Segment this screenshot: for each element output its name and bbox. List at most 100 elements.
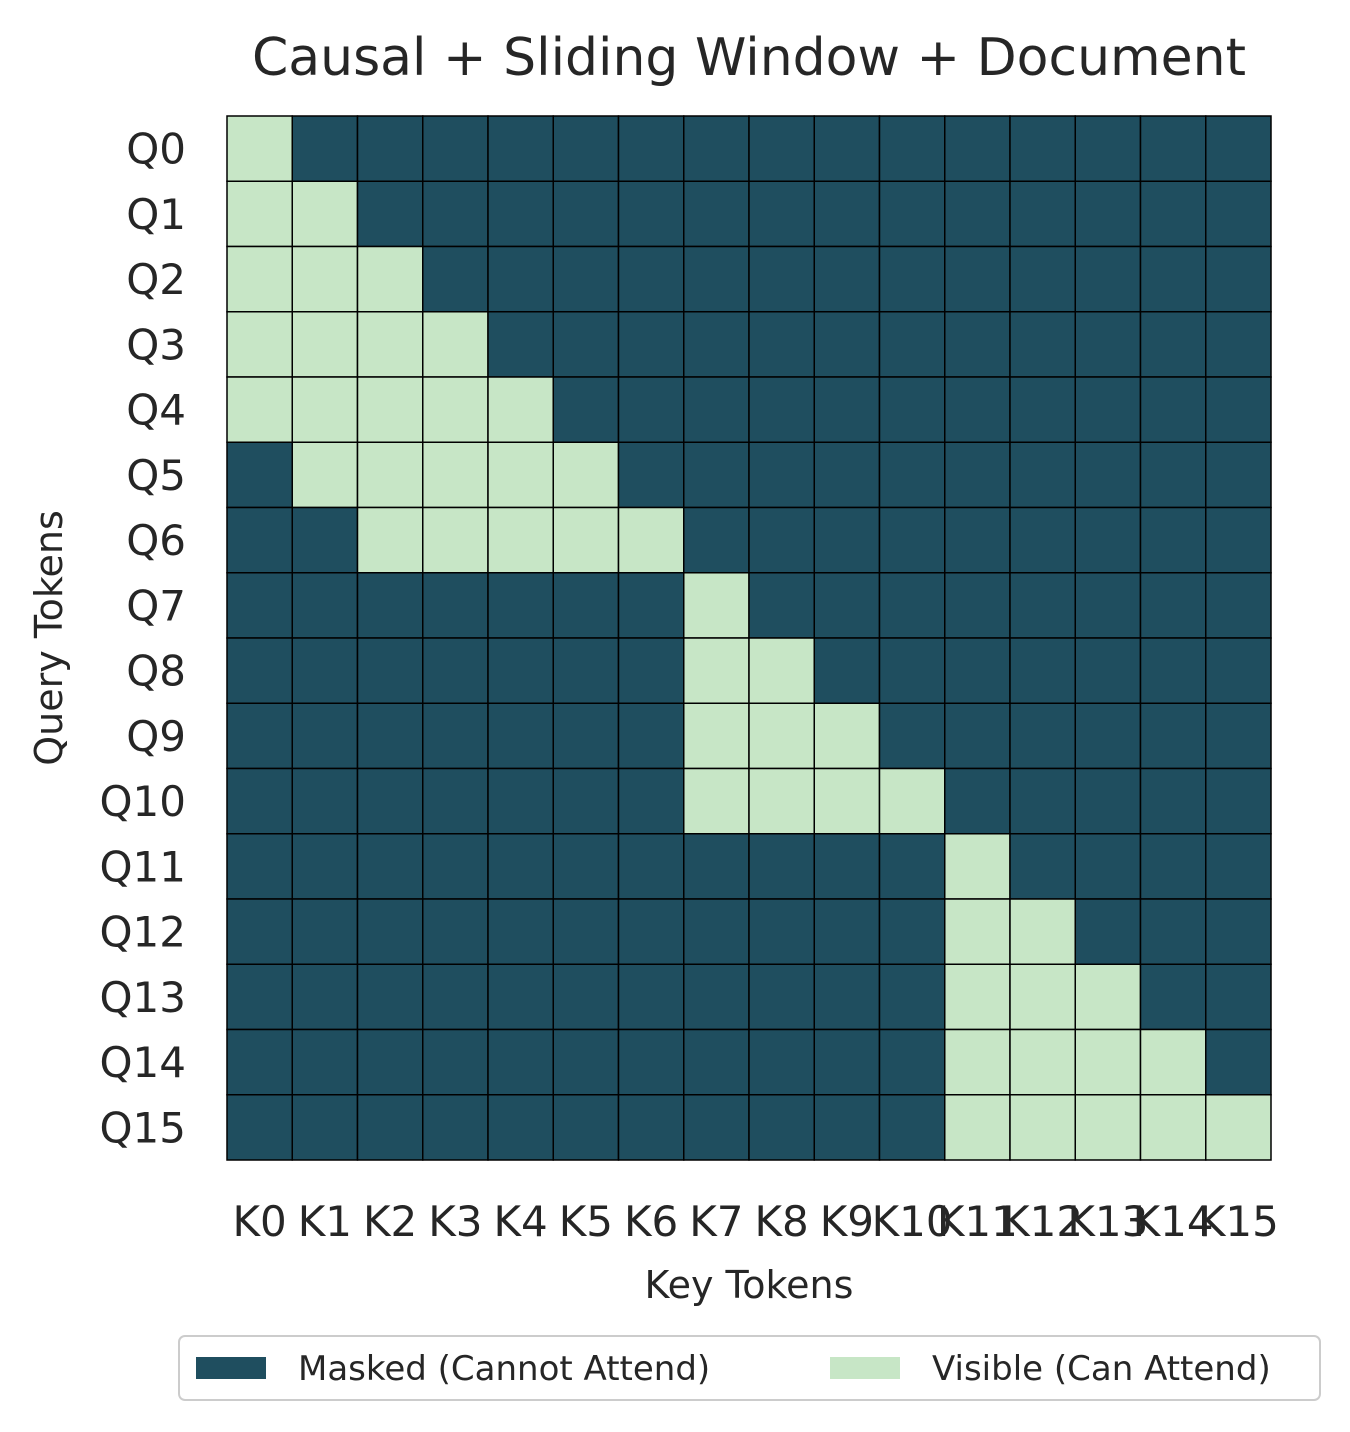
heatmap-cell-Q15-K8 [748, 1094, 815, 1161]
heatmap-cell-Q6-K11 [944, 506, 1011, 574]
heatmap-cell-Q4-K11 [944, 376, 1011, 443]
heatmap-cell-Q7-K11 [944, 572, 1011, 639]
x-tick-label: K6 [624, 1197, 678, 1246]
heatmap-cell-Q7-K15 [1205, 572, 1272, 639]
y-tick-label: Q7 [126, 581, 186, 630]
heatmap-cell-Q14-K13 [1074, 1028, 1142, 1096]
y-tick-label: Q9 [126, 712, 186, 761]
heatmap-cell-Q14-K6 [617, 1028, 685, 1096]
heatmap-cell-Q2-K13 [1074, 245, 1142, 313]
heatmap-cell-Q3-K15 [1205, 311, 1272, 378]
x-tick-label: K11 [937, 1197, 1018, 1246]
heatmap-cell-Q11-K10 [878, 833, 946, 900]
heatmap-cell-Q5-K3 [422, 441, 489, 509]
heatmap-cell-Q7-K9 [813, 572, 881, 639]
heatmap-cell-Q13-K3 [422, 963, 489, 1031]
heatmap-cell-Q7-K4 [487, 572, 554, 639]
x-tick-label: K9 [820, 1197, 874, 1246]
legend-label-visible: Visible (Can Attend) [932, 1349, 1271, 1389]
heatmap-cell-Q11-K4 [487, 833, 554, 900]
heatmap-cell-Q13-K9 [813, 963, 881, 1031]
heatmap-cell-Q8-K10 [878, 637, 946, 704]
legend-box [178, 1335, 1321, 1401]
heatmap-cell-Q12-K7 [683, 898, 750, 965]
heatmap-cell-Q4-K14 [1139, 376, 1207, 443]
heatmap-cell-Q10-K3 [422, 767, 489, 835]
heatmap-cell-Q3-K8 [748, 311, 815, 378]
heatmap-cell-Q11-K11 [944, 833, 1011, 900]
legend: Masked (Cannot Attend) Visible (Can Atte… [178, 1335, 1321, 1401]
heatmap-cell-Q2-K1 [291, 245, 359, 313]
heatmap-cell-Q9-K6 [617, 702, 685, 770]
heatmap-cell-Q14-K7 [683, 1028, 750, 1096]
heatmap-cell-Q5-K14 [1139, 441, 1207, 509]
heatmap-cell-Q4-K5 [552, 376, 620, 443]
y-tick-label: Q12 [99, 908, 186, 957]
heatmap-cell-Q6-K13 [1074, 506, 1142, 574]
heatmap-cell-Q7-K5 [552, 572, 620, 639]
heatmap-cell-Q4-K9 [813, 376, 881, 443]
heatmap-cell-Q13-K11 [944, 963, 1011, 1031]
heatmap-cell-Q5-K7 [683, 441, 750, 509]
heatmap-cell-Q10-K7 [683, 767, 750, 835]
heatmap-cell-Q13-K5 [552, 963, 620, 1031]
heatmap-cell-Q10-K5 [552, 767, 620, 835]
heatmap-cell-Q6-K7 [683, 506, 750, 574]
heatmap-cell-Q3-K1 [291, 311, 359, 378]
heatmap-cell-Q11-K8 [748, 833, 815, 900]
heatmap-cell-Q12-K15 [1205, 898, 1272, 965]
heatmap-cell-Q4-K13 [1074, 376, 1142, 443]
y-tick-label: Q10 [99, 777, 186, 826]
heatmap-cell-Q0-K12 [1009, 115, 1076, 182]
heatmap-cell-Q10-K1 [291, 767, 359, 835]
heatmap-cell-Q10-K8 [748, 767, 815, 835]
x-tick-label: K2 [363, 1197, 417, 1246]
heatmap-cell-Q1-K13 [1074, 180, 1142, 248]
heatmap-cell-Q1-K8 [748, 180, 815, 248]
x-tick-label: K0 [232, 1197, 286, 1246]
heatmap-cell-Q7-K2 [356, 572, 424, 639]
heatmap-cell-Q12-K10 [878, 898, 946, 965]
heatmap-cell-Q2-K2 [356, 245, 424, 313]
heatmap-cell-Q9-K5 [552, 702, 620, 770]
heatmap-cell-Q1-K0 [226, 180, 293, 248]
y-tick-label: Q0 [126, 125, 186, 174]
heatmap-cell-Q1-K7 [683, 180, 750, 248]
heatmap-cell-Q9-K4 [487, 702, 554, 770]
heatmap-cell-Q5-K8 [748, 441, 815, 509]
y-tick-label: Q5 [126, 451, 186, 500]
heatmap-cell-Q6-K12 [1009, 506, 1076, 574]
x-tick-label: K4 [493, 1197, 547, 1246]
heatmap-cell-Q5-K10 [878, 441, 946, 509]
heatmap-cell-Q2-K3 [422, 245, 489, 313]
heatmap-cell-Q5-K0 [226, 441, 293, 509]
heatmap-cell-Q9-K12 [1009, 702, 1076, 770]
heatmap-cell-Q3-K9 [813, 311, 881, 378]
heatmap-cell-Q3-K12 [1009, 311, 1076, 378]
heatmap-cell-Q11-K5 [552, 833, 620, 900]
heatmap-cell-Q9-K2 [356, 702, 424, 770]
heatmap-cell-Q7-K14 [1139, 572, 1207, 639]
heatmap-cell-Q6-K1 [291, 506, 359, 574]
heatmap-cell-Q15-K3 [422, 1094, 489, 1161]
heatmap-cell-Q13-K14 [1139, 963, 1207, 1031]
heatmap-cell-Q1-K2 [356, 180, 424, 248]
heatmap-cell-Q0-K8 [748, 115, 815, 182]
heatmap-cell-Q13-K8 [748, 963, 815, 1031]
heatmap-cell-Q2-K14 [1139, 245, 1207, 313]
heatmap-cell-Q5-K1 [291, 441, 359, 509]
y-tick-label: Q2 [126, 255, 186, 304]
heatmap-cell-Q15-K11 [944, 1094, 1011, 1161]
heatmap-cell-Q6-K8 [748, 506, 815, 574]
heatmap-cell-Q15-K7 [683, 1094, 750, 1161]
heatmap-cell-Q15-K15 [1205, 1094, 1272, 1161]
heatmap-cell-Q0-K3 [422, 115, 489, 182]
heatmap-cell-Q15-K6 [617, 1094, 685, 1161]
heatmap-cell-Q14-K12 [1009, 1028, 1076, 1096]
heatmap-cell-Q1-K9 [813, 180, 881, 248]
heatmap-cell-Q3-K14 [1139, 311, 1207, 378]
heatmap-cell-Q2-K12 [1009, 245, 1076, 313]
heatmap-cell-Q1-K11 [944, 180, 1011, 248]
heatmap-cell-Q2-K7 [683, 245, 750, 313]
heatmap-cell-Q12-K9 [813, 898, 881, 965]
